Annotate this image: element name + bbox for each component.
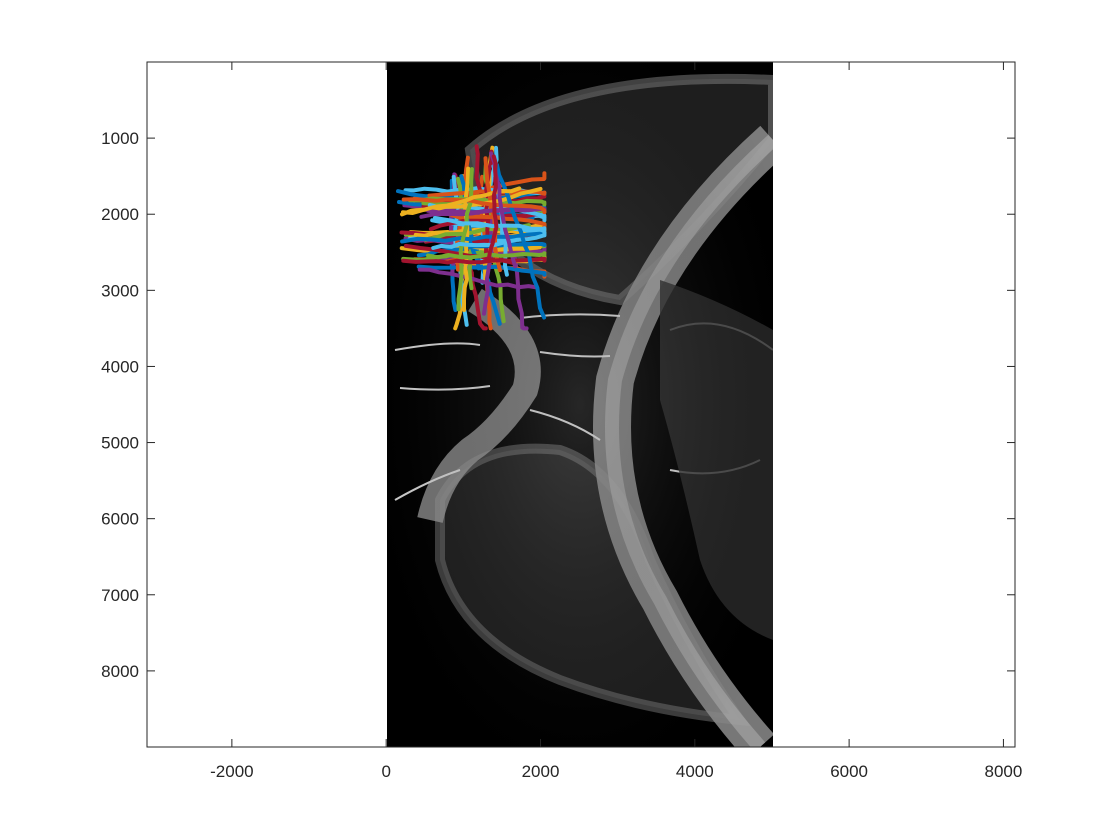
trajectory-line — [486, 154, 499, 261]
y-tick-label: 8000 — [101, 662, 139, 681]
trajectory-line — [456, 167, 474, 312]
y-tick-label: 2000 — [101, 205, 139, 224]
y-tick-label: 1000 — [101, 129, 139, 148]
trajectory-line — [423, 223, 531, 242]
trajectory-line — [401, 197, 547, 215]
x-tick-label: -2000 — [210, 762, 253, 781]
y-tick-label: 7000 — [101, 586, 139, 605]
trajectory-line — [417, 267, 539, 290]
trajectory-line — [432, 216, 547, 232]
x-tick-label: 4000 — [676, 762, 714, 781]
microscopy-image — [387, 62, 773, 747]
y-tick-label: 4000 — [101, 357, 139, 376]
x-tick-label: 8000 — [985, 762, 1023, 781]
x-tick-label: 0 — [381, 762, 390, 781]
x-axis: -2000 0 2000 4000 6000 8000 — [210, 62, 1022, 781]
x-tick-label: 2000 — [522, 762, 560, 781]
x-tick-label: 6000 — [830, 762, 868, 781]
axes-box — [146, 61, 1016, 748]
y-tick-label: 6000 — [101, 510, 139, 529]
trajectory-line — [416, 264, 547, 277]
overlay-lines — [396, 144, 547, 331]
y-tick-label: 5000 — [101, 434, 139, 453]
y-tick-label: 3000 — [101, 281, 139, 300]
trajectory-line — [426, 251, 547, 260]
y-axis: 1000 2000 3000 4000 5000 6000 7000 8000 — [101, 129, 1015, 681]
